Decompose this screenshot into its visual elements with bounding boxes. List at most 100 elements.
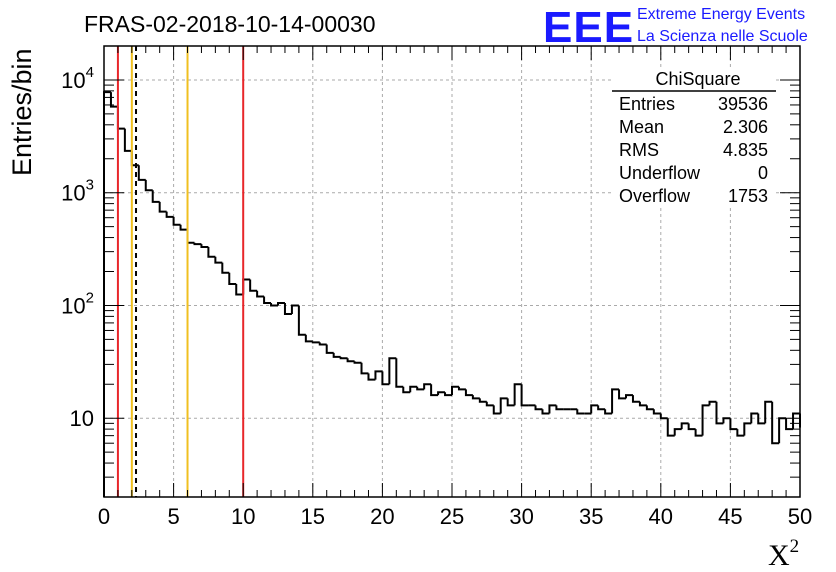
histogram-bin xyxy=(137,165,146,181)
histogram-bin xyxy=(409,385,418,393)
axes: 0 5 10 15 20 25 30 35 40 45 50 10 102 103 104 xyxy=(61,45,812,529)
stats-row-value: 2.306 xyxy=(723,117,768,137)
histogram-bin xyxy=(207,246,216,258)
histogram-bin xyxy=(416,386,425,391)
histogram-bin xyxy=(437,391,446,396)
histogram-bin xyxy=(151,190,160,203)
histogram-bin xyxy=(116,106,125,130)
x-axis-label-base: X xyxy=(768,539,790,572)
x-tick-label: 25 xyxy=(440,504,464,529)
stats-row-value: 4.835 xyxy=(723,140,768,160)
histogram-bin xyxy=(235,283,244,296)
histogram-bin xyxy=(757,413,766,425)
y-tick-label: 103 xyxy=(61,177,94,206)
histogram-bin xyxy=(534,405,543,411)
histogram-bin xyxy=(687,423,696,431)
stats-row-label: Underflow xyxy=(619,163,701,183)
y-tick-label: 104 xyxy=(61,64,94,93)
x-tick-label: 40 xyxy=(649,504,673,529)
histogram-bin xyxy=(499,397,508,414)
x-tick-label: 45 xyxy=(718,504,742,529)
eee-logo-mark: EEE xyxy=(543,3,634,52)
y-tick-label: 10 xyxy=(70,406,94,431)
chart-title: FRAS-02-2018-10-14-00030 xyxy=(84,11,376,37)
histogram-bin xyxy=(736,429,745,437)
histogram-bin xyxy=(123,128,132,152)
histogram-bin xyxy=(597,405,606,411)
y-tick-label: 102 xyxy=(61,289,94,318)
x-tick-label: 15 xyxy=(301,504,325,529)
stats-row-value: 39536 xyxy=(718,94,768,114)
stats-row-label: RMS xyxy=(619,140,659,160)
histogram-bin xyxy=(423,383,432,390)
histogram-bin xyxy=(228,272,237,285)
histogram-bin xyxy=(792,412,800,430)
histogram-bin xyxy=(631,395,640,403)
histogram-bin xyxy=(485,401,494,407)
histogram-bin xyxy=(381,371,390,386)
histogram-bin xyxy=(283,303,292,315)
histogram-bin xyxy=(249,279,258,292)
histogram-bin xyxy=(715,401,724,425)
histogram-bin xyxy=(708,400,717,406)
histogram-bin xyxy=(611,388,620,414)
x-tick-label: 10 xyxy=(231,504,255,529)
stats-row-label: Mean xyxy=(619,117,664,137)
histogram-bin xyxy=(771,401,780,445)
histogram-bin xyxy=(346,358,355,363)
histogram-bin xyxy=(520,384,529,407)
histogram-bin xyxy=(451,385,459,396)
stats-row-label: Entries xyxy=(619,94,675,114)
histogram-bin xyxy=(471,395,480,400)
histogram-bin xyxy=(367,373,376,381)
histogram-bin xyxy=(172,216,181,226)
x-tick-label: 20 xyxy=(370,504,394,529)
x-tick-label: 35 xyxy=(579,504,603,529)
histogram-bin xyxy=(604,409,613,415)
histogram-bin xyxy=(743,422,752,436)
x-tick-label: 0 xyxy=(98,504,110,529)
histogram-bin xyxy=(388,357,397,385)
histogram-bin xyxy=(270,303,278,307)
histogram-bin xyxy=(764,400,773,424)
x-axis-label-sup: 2 xyxy=(790,536,800,557)
histogram-bin xyxy=(318,342,327,346)
histogram-bin xyxy=(541,409,550,415)
histogram-bin xyxy=(778,417,787,444)
x-tick-label: 5 xyxy=(167,504,179,529)
histogram-bin xyxy=(304,334,313,343)
histogram-bin xyxy=(430,384,439,397)
histogram-bin xyxy=(729,418,738,431)
histogram-bin xyxy=(339,356,348,360)
eee-logo-line2: La Scienza nelle Scuole xyxy=(637,28,808,45)
histogram-bin xyxy=(353,361,362,364)
stats-box: ChiSquare Entries 39536 Mean 2.306 RMS 4.835 Un… xyxy=(612,67,776,206)
histogram-bin xyxy=(165,211,174,218)
stats-row-value: 0 xyxy=(758,163,768,183)
histogram-bin xyxy=(325,344,334,354)
histogram-bin xyxy=(103,91,111,497)
y-axis-label: Entries/bin xyxy=(7,48,37,176)
histogram-bin xyxy=(221,262,230,274)
histogram-bin xyxy=(659,413,668,420)
stats-box-background xyxy=(612,67,776,205)
threshold-markers xyxy=(116,46,245,497)
stats-row-label: Overflow xyxy=(619,186,691,206)
eee-logo: EEE Extreme Energy Events La Scienza nel… xyxy=(543,3,808,52)
histogram-bin xyxy=(576,409,585,415)
stats-row-value: 1753 xyxy=(728,186,768,206)
histogram-bin xyxy=(694,429,703,437)
histogram-bin xyxy=(618,389,626,400)
grid-lines xyxy=(104,46,800,497)
histogram-bin xyxy=(242,278,251,295)
histogram-bin xyxy=(673,428,682,436)
histogram-bin xyxy=(513,383,522,406)
histogram-bin xyxy=(750,412,759,424)
histogram-bin xyxy=(492,405,501,415)
x-tick-label: 30 xyxy=(509,504,533,529)
histogram-bin xyxy=(179,224,188,231)
histogram-bin xyxy=(548,404,557,414)
histogram-bin xyxy=(214,256,223,264)
x-tick-label: 50 xyxy=(788,504,812,529)
histogram-bin xyxy=(144,179,153,192)
